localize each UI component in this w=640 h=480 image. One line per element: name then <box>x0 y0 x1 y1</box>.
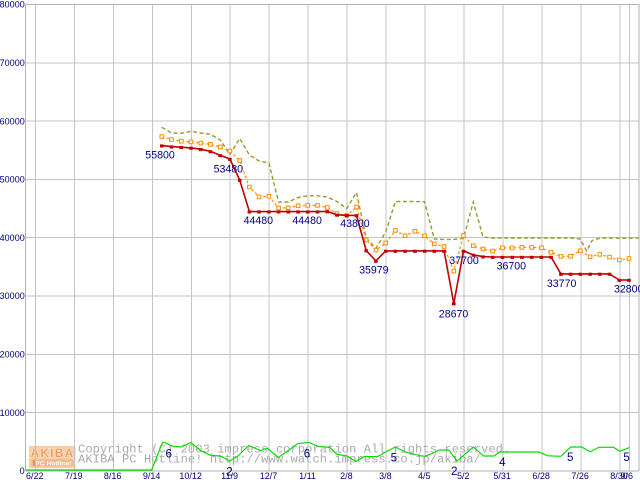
svg-text:10/12: 10/12 <box>179 471 202 480</box>
svg-text:70000: 70000 <box>0 58 25 68</box>
svg-text:5: 5 <box>567 451 573 464</box>
svg-text:8/16: 8/16 <box>104 471 122 480</box>
svg-text:11/9: 11/9 <box>221 471 238 480</box>
svg-text:6/28: 6/28 <box>532 471 550 480</box>
svg-text:30000: 30000 <box>0 291 25 301</box>
svg-text:53480: 53480 <box>214 163 244 175</box>
svg-text:3/8: 3/8 <box>379 471 392 480</box>
svg-text:7/26: 7/26 <box>571 471 589 480</box>
svg-text:55800: 55800 <box>145 149 175 161</box>
svg-text:8/30: 8/30 <box>610 471 628 480</box>
svg-text:9/6: 9/6 <box>621 471 634 480</box>
svg-text:35979: 35979 <box>359 264 389 276</box>
svg-text:43800: 43800 <box>340 218 370 230</box>
svg-text:2: 2 <box>451 465 457 478</box>
svg-text:10000: 10000 <box>0 408 25 418</box>
svg-text:28670: 28670 <box>439 308 469 320</box>
svg-text:5/31: 5/31 <box>493 471 511 480</box>
svg-text:5: 5 <box>391 452 397 465</box>
svg-text:60000: 60000 <box>0 116 25 126</box>
svg-text:1/11: 1/11 <box>299 471 316 480</box>
svg-text:AKIBA: AKIBA <box>31 446 75 460</box>
svg-text:36700: 36700 <box>497 261 527 273</box>
svg-text:33770: 33770 <box>547 278 577 290</box>
svg-text:4/5: 4/5 <box>418 471 431 480</box>
svg-text:Copyright (C) 2003 impress cor: Copyright (C) 2003 impress corporation A… <box>78 442 510 456</box>
svg-text:2: 2 <box>226 465 232 478</box>
svg-text:44480: 44480 <box>244 215 274 227</box>
svg-text:0: 0 <box>20 466 25 476</box>
svg-text:32800: 32800 <box>614 284 640 296</box>
svg-text:AKIBA PC Hotline! http://ww: AKIBA PC Hotline! http://www.watch.impre… <box>78 452 481 466</box>
svg-text:5: 5 <box>623 451 629 464</box>
svg-text:37700: 37700 <box>449 255 479 267</box>
svg-text:7/19: 7/19 <box>65 471 83 480</box>
svg-text:PC Hotline!: PC Hotline! <box>35 461 72 468</box>
svg-text:40000: 40000 <box>0 233 25 243</box>
svg-text:50000: 50000 <box>0 175 25 185</box>
svg-text:12/7: 12/7 <box>260 471 278 480</box>
svg-text:5/2: 5/2 <box>457 471 470 480</box>
svg-text:44480: 44480 <box>292 215 322 227</box>
svg-text:20000: 20000 <box>0 350 25 360</box>
svg-text:9/14: 9/14 <box>143 471 161 480</box>
svg-text:4: 4 <box>499 456 506 469</box>
svg-text:2/8: 2/8 <box>340 471 353 480</box>
svg-text:6: 6 <box>166 447 172 460</box>
svg-text:80000: 80000 <box>0 0 25 10</box>
svg-text:6: 6 <box>304 447 310 460</box>
svg-text:6/22: 6/22 <box>26 471 44 480</box>
